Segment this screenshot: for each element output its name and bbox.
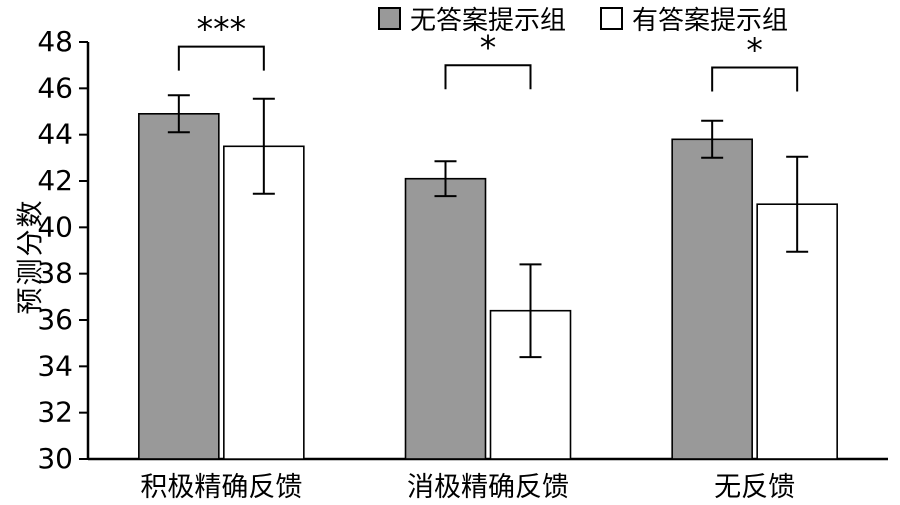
y-tick-label: 34 [37,349,73,382]
bar-series2-cat2 [489,309,572,460]
significance-stars: * [746,31,763,70]
bar-series1-cat2 [404,177,487,460]
y-tick-label: 38 [37,257,73,290]
legend-swatch-gray [378,7,401,30]
bar-series1-cat3 [671,138,753,460]
y-tick-label: 44 [37,118,73,151]
y-tick-label: 46 [37,71,73,104]
chart-legend: 无答案提示组 有答案提示组 [378,0,788,37]
significance-bracket [444,64,532,90]
significance-stars: * [480,28,497,67]
y-tick-label: 40 [37,210,73,243]
legend-label-answer-hint: 有答案提示组 [632,6,789,36]
significance-bracket [177,45,265,71]
legend-item-answer-hint-group: 有答案提示组 [600,0,788,37]
y-tick-label: 48 [37,25,73,58]
y-tick-label: 32 [37,396,73,429]
legend-label-no-answer-hint: 无答案提示组 [410,6,567,36]
significance-bracket [711,66,799,92]
y-tick-label: 42 [37,164,73,197]
y-tick-label: 36 [37,303,73,336]
legend-item-no-answer-hint-group: 无答案提示组 [378,0,566,37]
legend-swatch-white [600,7,624,30]
y-tick-label: 30 [37,442,73,475]
x-category-label: 积极精确反馈 [140,472,302,503]
bar-series1-cat1 [138,113,220,460]
x-category-label: 消极精确反馈 [407,472,569,503]
y-axis-title: 预测分数 [15,198,47,315]
significance-stars: *** [197,10,247,49]
x-category-label: 无反馈 [714,472,795,503]
bar-series2-cat1 [223,145,305,460]
